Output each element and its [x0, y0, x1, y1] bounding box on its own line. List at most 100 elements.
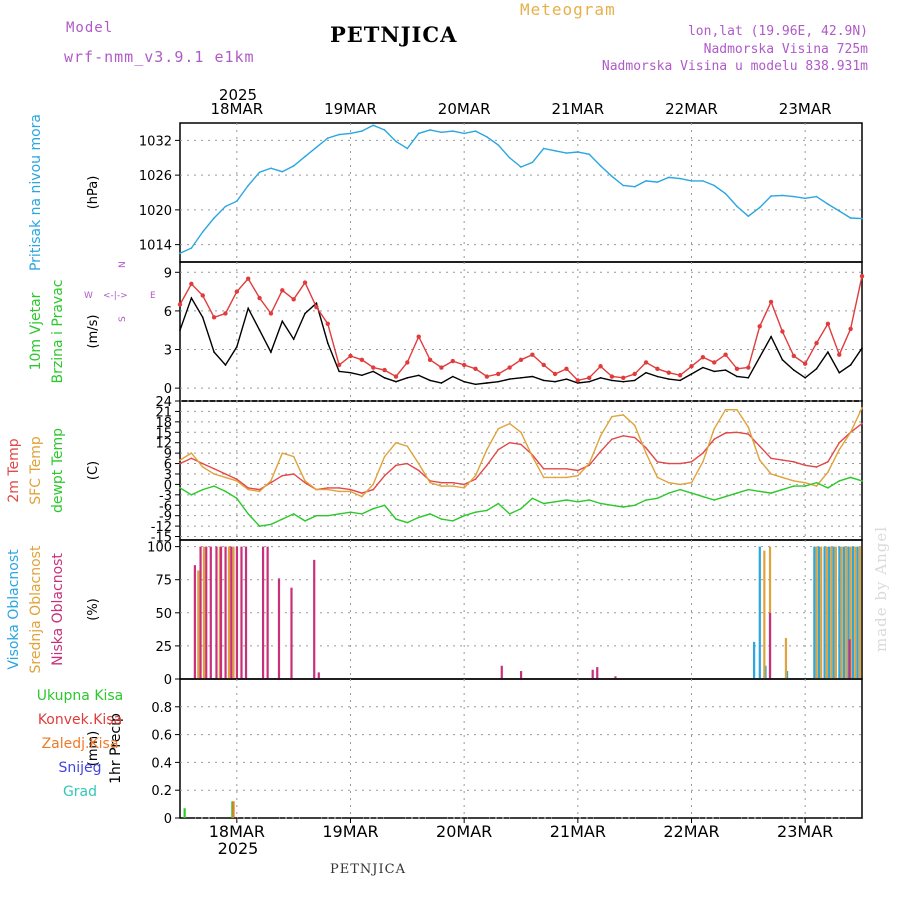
y-tick-label: 1026	[139, 169, 172, 184]
bar	[227, 546, 231, 679]
y-tick-label: 50	[155, 607, 172, 622]
data-point	[190, 297, 193, 299]
data-point	[599, 377, 602, 379]
bar	[764, 665, 767, 679]
data-point	[474, 511, 477, 513]
data-point	[599, 502, 602, 505]
y-main-label: SFC Temp	[28, 436, 44, 505]
bar	[838, 546, 841, 679]
data-point	[338, 513, 340, 515]
data-point	[577, 151, 579, 153]
panel-frame	[179, 122, 863, 263]
bottom-day-labels: 18MAR 19MAR 20MAR 21MAR 22MAR 23MAR	[209, 822, 834, 841]
y-main-label: 1hr Precip	[108, 713, 124, 784]
bar	[219, 546, 223, 679]
compass-n-label: N	[118, 261, 128, 268]
data-point	[486, 448, 488, 451]
data-point	[383, 129, 386, 131]
y-main-label: Niska Oblacnost	[50, 553, 66, 666]
bar	[849, 546, 852, 679]
bar	[823, 546, 826, 679]
y-tick-label: 0.6	[151, 729, 172, 744]
bar	[813, 546, 816, 679]
data-point	[281, 320, 284, 323]
y-tick-label: 0.2	[151, 784, 172, 799]
data-point	[611, 438, 613, 441]
data-point	[292, 473, 295, 475]
data-point	[690, 373, 693, 375]
data-point	[223, 311, 228, 316]
bar	[858, 546, 861, 679]
data-point	[679, 483, 681, 486]
lonlat-label: lon,lat (19.96E, 42.9N)	[687, 24, 868, 39]
data-point	[622, 184, 625, 187]
data-point	[304, 312, 306, 315]
data-point	[474, 383, 477, 386]
compass-e-label: E	[150, 291, 156, 301]
y-tick-label: 0	[164, 673, 172, 688]
data-point	[213, 473, 215, 475]
data-point	[667, 176, 670, 179]
data-point	[201, 462, 204, 465]
data-point	[827, 461, 829, 463]
bar	[854, 546, 857, 679]
data-point	[599, 450, 602, 453]
data-point	[611, 175, 613, 178]
data-point	[861, 480, 863, 482]
data-point	[427, 357, 433, 363]
data-point	[815, 195, 818, 198]
data-point	[474, 474, 477, 477]
data-point	[679, 177, 681, 180]
bar	[317, 672, 320, 679]
y-unit-label: (m/s)	[86, 315, 101, 349]
data-point	[793, 369, 795, 371]
bottom-day-label: 19MAR	[322, 822, 378, 841]
data-point	[338, 490, 340, 493]
data-point	[622, 434, 625, 437]
data-point	[291, 297, 296, 302]
data-point	[724, 432, 727, 434]
meteogram-panels: 1014 1020 1026 1032 (hPa) Pritisak na nivou m…	[6, 114, 865, 827]
data-point	[190, 494, 193, 496]
data-point	[724, 369, 727, 371]
data-point	[280, 288, 285, 293]
data-point	[577, 382, 579, 384]
data-point	[702, 180, 704, 182]
data-point	[656, 375, 659, 378]
data-point	[463, 487, 465, 489]
data-point	[793, 195, 795, 198]
data-point	[440, 382, 443, 384]
data-point	[633, 424, 636, 427]
data-point	[406, 521, 409, 524]
data-point	[747, 215, 750, 218]
y-tick-label: 0	[164, 478, 172, 493]
data-point	[542, 147, 545, 150]
data-point	[702, 366, 704, 369]
data-point	[361, 492, 363, 494]
data-point	[463, 380, 465, 383]
data-point	[302, 280, 308, 285]
data-point	[314, 304, 319, 310]
data-point	[520, 507, 522, 510]
data-point	[690, 461, 693, 463]
bottom-year-label: 2025	[218, 839, 259, 858]
data-point	[361, 130, 363, 132]
bar	[753, 641, 756, 679]
data-point	[861, 217, 863, 220]
y-main-label: 2m Temp	[6, 438, 22, 502]
data-point	[804, 464, 806, 467]
data-point	[838, 210, 841, 212]
data-point	[281, 474, 284, 477]
data-point	[452, 485, 454, 487]
data-point	[747, 433, 750, 435]
data-point	[224, 476, 227, 479]
data-point	[349, 132, 352, 135]
data-point	[849, 217, 852, 219]
altitude-label: Nadmorska Visina 725m	[703, 42, 868, 57]
data-point	[440, 485, 443, 487]
bar	[290, 587, 293, 679]
data-point	[281, 452, 284, 454]
data-point	[667, 378, 670, 380]
model-name: wrf-nmm_v3.9.1 e1km	[64, 48, 255, 66]
data-point	[815, 466, 818, 468]
